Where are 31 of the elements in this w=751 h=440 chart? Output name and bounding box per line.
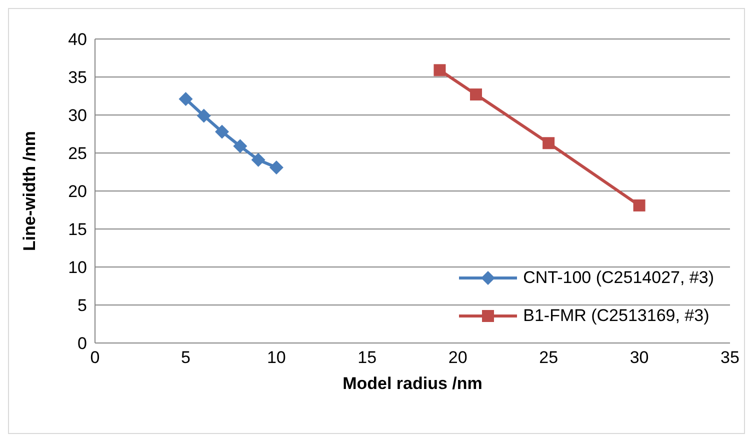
point	[633, 199, 646, 212]
point	[269, 160, 284, 174]
point	[215, 124, 229, 139]
x-axis-title: Model radius /nm	[342, 374, 482, 393]
x-tick-label: 15	[358, 348, 377, 368]
y-tick-label: 40	[68, 30, 87, 50]
point	[178, 92, 193, 106]
y-tick-label: 35	[68, 68, 87, 88]
y-tick-label: 0	[78, 334, 87, 354]
y-tick-label: 5	[78, 296, 87, 316]
x-tick-label: 35	[720, 348, 740, 368]
y-tick-label: 10	[68, 258, 87, 278]
y-tick-label: 30	[68, 106, 87, 126]
x-tick-label: 10	[266, 348, 286, 368]
point	[434, 64, 446, 76]
y-axis-title: Line-width /nm	[20, 131, 40, 251]
point	[542, 137, 555, 150]
x-tick-label: 5	[180, 348, 190, 368]
x-tick-label: 25	[539, 348, 558, 368]
x-tick-label: 0	[90, 348, 100, 368]
y-tick-label: 25	[68, 144, 87, 164]
point	[196, 108, 211, 123]
point	[470, 88, 482, 100]
legend-label: CNT-100 (C2514027, #3)	[523, 268, 714, 288]
y-tick-label: 20	[68, 182, 87, 202]
point	[233, 139, 248, 154]
legend-label: B1-FMR (C2513169, #3)	[523, 306, 710, 326]
x-tick-label: 30	[630, 348, 649, 368]
y-tick-label: 15	[68, 220, 87, 240]
x-tick-label: 20	[448, 348, 468, 368]
point	[251, 152, 266, 167]
